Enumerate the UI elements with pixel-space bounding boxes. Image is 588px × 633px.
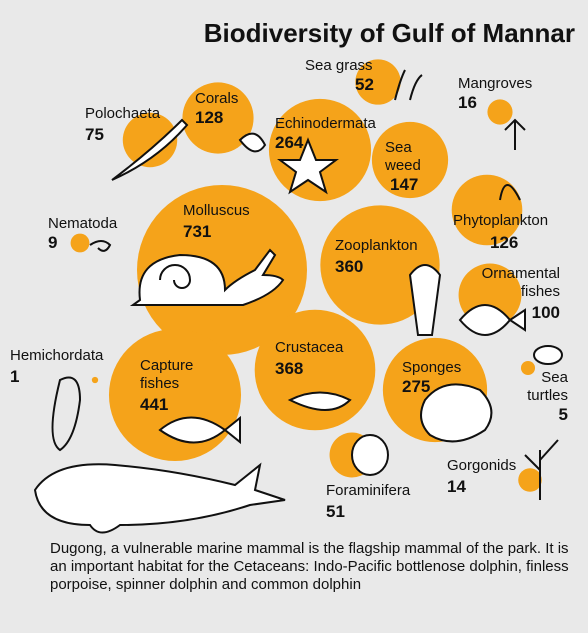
value-label: 51 xyxy=(326,502,345,521)
category-label: Crustacea xyxy=(275,339,344,356)
shrimp xyxy=(287,391,352,411)
zooplankton xyxy=(408,264,442,336)
bubble xyxy=(371,121,449,199)
category-label: Capture fishes xyxy=(140,357,193,392)
category-label: Foraminifera xyxy=(326,482,411,499)
category-label: Zooplankton xyxy=(335,237,418,254)
category-label: Mangroves xyxy=(458,75,532,92)
sponge xyxy=(420,383,493,443)
value-label: 147 xyxy=(390,175,418,194)
bubble xyxy=(108,328,242,462)
value-label: 441 xyxy=(140,395,168,414)
bubble xyxy=(122,112,178,168)
value-label: 126 xyxy=(490,233,518,252)
nematode xyxy=(89,240,112,252)
bubble xyxy=(182,82,254,154)
category-label: Hemichordata xyxy=(10,347,104,364)
value-label: 16 xyxy=(458,93,477,112)
category-label: Phytoplankton xyxy=(453,212,548,229)
category-label: Polochaeta xyxy=(85,105,161,122)
starfish xyxy=(277,137,339,195)
bubble xyxy=(487,99,513,125)
bubble xyxy=(137,185,307,355)
bubble xyxy=(355,59,401,105)
value-label: 9 xyxy=(48,233,57,252)
category-label: Sea grass xyxy=(305,57,373,74)
snail xyxy=(129,248,285,306)
value-label: 1 xyxy=(10,367,19,386)
category-label: Nematoda xyxy=(48,215,118,232)
value-label: 5 xyxy=(559,405,568,424)
value-label: 264 xyxy=(275,133,304,152)
bubble xyxy=(518,468,542,492)
snail-spiral xyxy=(159,264,192,289)
polychaete xyxy=(111,118,189,181)
category-label: Sea turtles xyxy=(527,369,569,404)
gorgonian xyxy=(524,439,559,500)
chart-title: Biodiversity of Gulf of Mannar xyxy=(204,18,575,48)
value-label: 731 xyxy=(183,222,211,241)
jellyfish xyxy=(499,184,521,201)
value-label: 275 xyxy=(402,377,430,396)
bubble xyxy=(320,205,440,325)
category-label: Echinodermata xyxy=(275,115,377,132)
value-label: 75 xyxy=(85,125,104,144)
value-label: 100 xyxy=(532,303,560,322)
value-label: 128 xyxy=(195,108,223,127)
dugong xyxy=(33,462,286,534)
acorn-worm xyxy=(51,376,82,452)
category-label: Molluscus xyxy=(183,202,250,219)
bubble xyxy=(451,174,523,246)
foraminifera-shell xyxy=(351,434,389,476)
bubbles xyxy=(70,59,542,492)
bubble xyxy=(520,360,536,376)
category-label: Gorgonids xyxy=(447,457,516,474)
category-label: Sea weed xyxy=(384,139,421,174)
coral xyxy=(238,132,267,153)
caption: Dugong, a vulnerable marine mammal is th… xyxy=(50,540,569,593)
bubble xyxy=(91,376,99,384)
value-label: 368 xyxy=(275,359,303,378)
category-label: Sponges xyxy=(402,359,461,376)
category-label: Ornamental fishes xyxy=(482,265,560,300)
bubble xyxy=(70,233,90,253)
fish xyxy=(158,415,241,445)
butterfly-fish xyxy=(458,304,526,336)
bubble xyxy=(254,309,376,431)
category-label: Corals xyxy=(195,90,238,107)
turtle xyxy=(533,345,563,365)
value-label: 360 xyxy=(335,257,363,276)
seagrass xyxy=(394,69,423,101)
mangrove xyxy=(504,118,526,150)
value-label: 52 xyxy=(355,75,374,94)
illustrations xyxy=(33,69,563,534)
value-label: 14 xyxy=(447,477,466,496)
